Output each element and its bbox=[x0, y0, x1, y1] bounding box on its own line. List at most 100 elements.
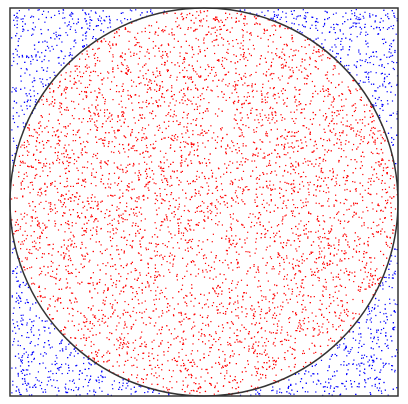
inside-point bbox=[252, 345, 254, 347]
outside-point bbox=[65, 363, 67, 365]
inside-point bbox=[92, 314, 94, 316]
inside-point bbox=[215, 74, 217, 76]
inside-point bbox=[242, 188, 244, 190]
inside-point bbox=[110, 240, 112, 242]
outside-point bbox=[394, 371, 396, 373]
inside-point bbox=[186, 242, 188, 244]
inside-point bbox=[99, 162, 101, 164]
inside-point bbox=[276, 55, 278, 57]
inside-point bbox=[367, 227, 369, 229]
outside-point bbox=[24, 15, 26, 17]
inside-point bbox=[313, 165, 315, 168]
inside-point bbox=[219, 260, 221, 262]
inside-point bbox=[77, 75, 79, 77]
inside-point bbox=[384, 206, 386, 208]
inside-point bbox=[200, 186, 202, 188]
inside-point bbox=[384, 163, 386, 165]
inside-point bbox=[176, 139, 178, 141]
outside-point bbox=[350, 380, 352, 382]
outside-point bbox=[78, 373, 80, 376]
inside-point bbox=[358, 259, 360, 261]
inside-point bbox=[58, 199, 60, 201]
inside-point bbox=[159, 127, 161, 129]
inside-point bbox=[298, 173, 300, 175]
inside-point bbox=[180, 13, 182, 15]
inside-point bbox=[89, 330, 91, 332]
inside-point bbox=[265, 298, 267, 300]
outside-point bbox=[12, 87, 14, 89]
outside-point bbox=[363, 371, 365, 374]
inside-point bbox=[331, 229, 333, 231]
outside-point bbox=[38, 41, 40, 43]
inside-point bbox=[95, 334, 97, 336]
inside-point bbox=[292, 72, 294, 74]
inside-point bbox=[110, 151, 113, 153]
inside-point bbox=[244, 161, 246, 163]
inside-point bbox=[198, 14, 200, 16]
inside-point bbox=[300, 220, 302, 222]
inside-point bbox=[45, 194, 47, 196]
outside-point bbox=[374, 369, 376, 371]
outside-point bbox=[71, 380, 74, 382]
inside-point bbox=[351, 105, 353, 107]
inside-point bbox=[382, 210, 384, 212]
inside-point bbox=[264, 233, 266, 236]
inside-point bbox=[137, 299, 139, 301]
inside-point bbox=[257, 286, 259, 288]
inside-point bbox=[195, 275, 197, 277]
inside-point bbox=[25, 172, 27, 174]
inside-point bbox=[231, 235, 233, 237]
inside-point bbox=[104, 303, 106, 305]
inside-point bbox=[237, 281, 239, 283]
inside-point bbox=[315, 315, 317, 317]
inside-point bbox=[141, 237, 143, 240]
outside-point bbox=[32, 58, 34, 61]
inside-point bbox=[303, 294, 305, 296]
inside-point bbox=[161, 340, 163, 342]
inside-point bbox=[197, 134, 199, 136]
inside-point bbox=[190, 27, 192, 29]
inside-point bbox=[293, 183, 295, 185]
inside-point bbox=[386, 191, 389, 193]
inside-point bbox=[283, 278, 285, 280]
inside-point bbox=[171, 237, 173, 239]
inside-point bbox=[203, 175, 206, 178]
inside-point bbox=[14, 165, 16, 167]
outside-point bbox=[340, 393, 342, 395]
outside-point bbox=[367, 46, 369, 48]
inside-point bbox=[377, 279, 379, 281]
inside-point bbox=[322, 160, 324, 162]
outside-point bbox=[293, 17, 295, 19]
outside-point bbox=[12, 380, 14, 382]
inside-point bbox=[327, 331, 329, 333]
inside-point bbox=[172, 263, 174, 265]
outside-point bbox=[28, 9, 30, 11]
inside-point bbox=[292, 199, 294, 201]
inside-point bbox=[142, 322, 145, 324]
outside-point bbox=[98, 381, 100, 384]
inside-point bbox=[145, 168, 148, 170]
inside-point bbox=[328, 122, 331, 125]
inside-point bbox=[87, 133, 89, 135]
outside-point bbox=[346, 355, 348, 357]
inside-point bbox=[297, 50, 300, 52]
inside-point bbox=[294, 95, 296, 97]
inside-point bbox=[295, 233, 297, 235]
inside-point bbox=[313, 344, 316, 346]
inside-point bbox=[77, 130, 79, 132]
inside-point bbox=[41, 193, 43, 195]
inside-point bbox=[240, 119, 242, 121]
outside-point bbox=[383, 320, 385, 322]
inside-point bbox=[245, 125, 247, 127]
inside-point bbox=[199, 392, 201, 394]
inside-point bbox=[192, 334, 195, 336]
inside-point bbox=[365, 252, 367, 254]
inside-point bbox=[367, 243, 369, 246]
inside-point bbox=[154, 55, 156, 57]
outside-point bbox=[391, 60, 393, 63]
outside-point bbox=[54, 360, 56, 362]
inside-point bbox=[82, 321, 85, 323]
outside-point bbox=[308, 371, 310, 373]
outside-point bbox=[46, 384, 48, 386]
inside-point bbox=[107, 183, 109, 185]
